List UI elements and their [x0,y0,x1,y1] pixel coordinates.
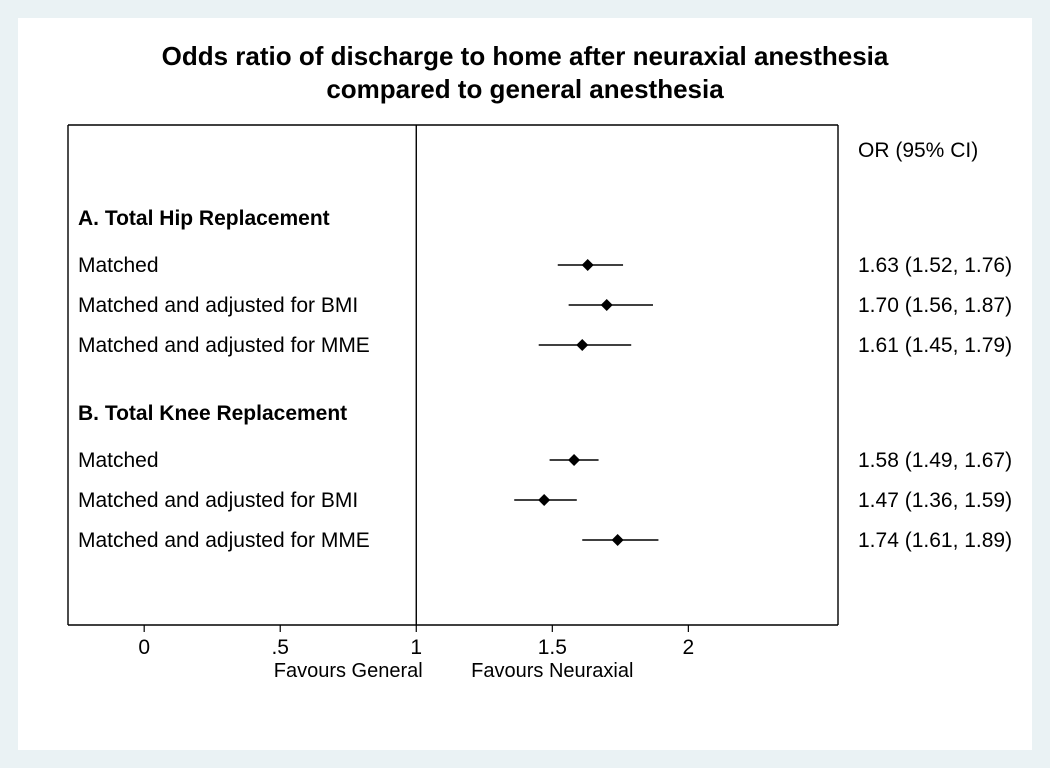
forest-plot-panel: Odds ratio of discharge to home after ne… [18,18,1032,750]
point-estimate-marker [538,494,550,506]
x-tick-label: 0 [138,636,150,659]
row-label: Matched [78,254,159,277]
or-value: 1.74 (1.61, 1.89) [858,529,1012,552]
or-value: 1.61 (1.45, 1.79) [858,334,1012,357]
x-tick-label: 2 [683,636,695,659]
point-estimate-marker [612,534,624,546]
or-value: 1.58 (1.49, 1.67) [858,449,1012,472]
point-estimate-marker [568,454,580,466]
title-line-1: Odds ratio of discharge to home after ne… [162,41,889,71]
row-label: Matched and adjusted for MME [78,529,370,552]
or-value: 1.70 (1.56, 1.87) [858,294,1012,317]
x-tick-label: .5 [271,636,289,659]
row-label: Matched and adjusted for MME [78,334,370,357]
or-value: 1.63 (1.52, 1.76) [858,254,1012,277]
title-line-2: compared to general anesthesia [326,74,723,104]
favours-general-label: Favours General [274,660,423,682]
point-estimate-marker [601,299,613,311]
favours-neuraxial-label: Favours Neuraxial [471,660,633,682]
group-heading: A. Total Hip Replacement [78,207,330,230]
forest-svg: 0 .5 1 1.5 2 Favours General Favours Neuraxial… [38,115,1012,725]
plot-area: 0 .5 1 1.5 2 Favours General Favours Neuraxial… [38,115,1012,725]
plot-title: Odds ratio of discharge to home after ne… [78,40,972,105]
point-estimate-marker [576,339,588,351]
point-estimate-marker [582,259,594,271]
x-tick-label: 1.5 [538,636,567,659]
or-header: OR (95% CI) [858,139,978,162]
x-tick-label: 1 [410,636,422,659]
row-label: Matched and adjusted for BMI [78,489,358,512]
row-label: Matched and adjusted for BMI [78,294,358,317]
group-heading: B. Total Knee Replacement [78,402,347,425]
or-value: 1.47 (1.36, 1.59) [858,489,1012,512]
row-label: Matched [78,449,159,472]
